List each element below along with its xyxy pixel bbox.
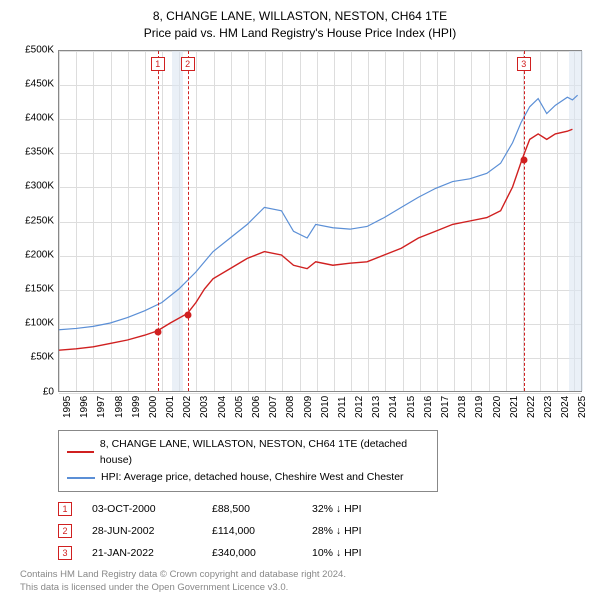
event-marker-line bbox=[524, 51, 525, 391]
x-tick-label: 2024 bbox=[560, 395, 562, 417]
event-marker-badge: 2 bbox=[181, 57, 195, 71]
event-badge: 1 bbox=[58, 502, 72, 516]
event-date: 03-OCT-2000 bbox=[92, 503, 192, 515]
event-marker-badge: 3 bbox=[517, 57, 531, 71]
chart-title: 8, CHANGE LANE, WILLASTON, NESTON, CH64 … bbox=[10, 8, 590, 42]
x-tick-label: 2018 bbox=[457, 395, 459, 417]
event-badge: 3 bbox=[58, 546, 72, 560]
y-tick-label: £0 bbox=[43, 386, 54, 397]
series-price_paid bbox=[59, 129, 572, 350]
event-marker-dot bbox=[520, 157, 527, 164]
x-tick-label: 2022 bbox=[526, 395, 528, 417]
event-delta: 10% ↓ HPI bbox=[312, 547, 362, 559]
x-tick-label: 1997 bbox=[96, 395, 98, 417]
event-row: 3 21-JAN-2022 £340,000 10% ↓ HPI bbox=[58, 546, 590, 560]
legend-swatch bbox=[67, 451, 94, 453]
attribution-line-1: Contains HM Land Registry data © Crown c… bbox=[20, 568, 590, 581]
x-axis-labels: 1995 1996 1997 1998 1999 2000 2001 2002 2003 2004… bbox=[58, 392, 582, 420]
x-tick-label: 2019 bbox=[474, 395, 476, 417]
x-tick-label: 1999 bbox=[131, 395, 133, 417]
series-hpi bbox=[59, 95, 578, 330]
legend-item: 8, CHANGE LANE, WILLASTON, NESTON, CH64 … bbox=[67, 436, 429, 470]
x-tick-label: 2016 bbox=[423, 395, 425, 417]
event-marker-dot bbox=[154, 329, 161, 336]
x-tick-label: 2013 bbox=[371, 395, 373, 417]
y-tick-label: £50K bbox=[31, 352, 54, 363]
y-tick-label: £500K bbox=[25, 44, 54, 55]
event-date: 28-JUN-2002 bbox=[92, 525, 192, 537]
event-marker-dot bbox=[184, 311, 191, 318]
x-tick-label: 2025 bbox=[577, 395, 579, 417]
x-tick-label: 2001 bbox=[165, 395, 167, 417]
x-tick-label: 2004 bbox=[217, 395, 219, 417]
title-line-1: 8, CHANGE LANE, WILLASTON, NESTON, CH64 … bbox=[10, 8, 590, 25]
x-tick-label: 1995 bbox=[62, 395, 64, 417]
x-tick-label: 1998 bbox=[114, 395, 116, 417]
x-tick-label: 2017 bbox=[440, 395, 442, 417]
events-list: 1 03-OCT-2000 £88,500 32% ↓ HPI 2 28-JUN-2002… bbox=[58, 502, 590, 560]
event-marker-line bbox=[188, 51, 189, 391]
x-tick-label: 2020 bbox=[492, 395, 494, 417]
x-tick-label: 2000 bbox=[148, 395, 150, 417]
x-tick-label: 2003 bbox=[199, 395, 201, 417]
attribution-line-2: This data is licensed under the Open Gov… bbox=[20, 581, 590, 594]
legend-swatch bbox=[67, 477, 95, 479]
chart-container: 8, CHANGE LANE, WILLASTON, NESTON, CH64 … bbox=[0, 0, 600, 590]
y-tick-label: £250K bbox=[25, 215, 54, 226]
x-tick-label: 2010 bbox=[320, 395, 322, 417]
y-tick-label: £450K bbox=[25, 78, 54, 89]
event-delta: 28% ↓ HPI bbox=[312, 525, 362, 537]
x-tick-label: 2007 bbox=[268, 395, 270, 417]
plot-region: 1 2 3 bbox=[58, 50, 582, 392]
x-tick-label: 2014 bbox=[388, 395, 390, 417]
x-tick-label: 1996 bbox=[79, 395, 81, 417]
x-tick-label: 2008 bbox=[285, 395, 287, 417]
x-tick-label: 2009 bbox=[303, 395, 305, 417]
line-series-svg bbox=[59, 51, 581, 391]
y-tick-label: £200K bbox=[25, 249, 54, 260]
event-delta: 32% ↓ HPI bbox=[312, 503, 362, 515]
y-tick-label: £400K bbox=[25, 112, 54, 123]
x-tick-label: 2005 bbox=[234, 395, 236, 417]
event-marker-line bbox=[158, 51, 159, 391]
event-price: £114,000 bbox=[212, 525, 292, 537]
y-tick-label: £100K bbox=[25, 318, 54, 329]
legend-label: HPI: Average price, detached house, Ches… bbox=[101, 469, 404, 486]
x-tick-label: 2002 bbox=[182, 395, 184, 417]
event-marker-badge: 1 bbox=[151, 57, 165, 71]
y-tick-label: £350K bbox=[25, 147, 54, 158]
x-tick-label: 2006 bbox=[251, 395, 253, 417]
x-tick-label: 2011 bbox=[337, 396, 339, 418]
y-tick-label: £300K bbox=[25, 181, 54, 192]
x-tick-label: 2021 bbox=[509, 395, 511, 417]
event-badge: 2 bbox=[58, 524, 72, 538]
legend-item: HPI: Average price, detached house, Ches… bbox=[67, 469, 429, 486]
x-tick-label: 2015 bbox=[406, 395, 408, 417]
x-tick-label: 2012 bbox=[354, 395, 356, 417]
event-date: 21-JAN-2022 bbox=[92, 547, 192, 559]
legend-label: 8, CHANGE LANE, WILLASTON, NESTON, CH64 … bbox=[100, 436, 429, 470]
event-price: £88,500 bbox=[212, 503, 292, 515]
x-tick-label: 2023 bbox=[543, 395, 545, 417]
title-line-2: Price paid vs. HM Land Registry's House … bbox=[10, 25, 590, 42]
chart-area: £0 £50K £100K £150K £200K £250K £300K £350K £400… bbox=[10, 50, 590, 420]
legend-box: 8, CHANGE LANE, WILLASTON, NESTON, CH64 … bbox=[58, 430, 438, 492]
event-price: £340,000 bbox=[212, 547, 292, 559]
y-axis-labels: £0£50K£100K£150K£200K£250K£300K£350K£400… bbox=[10, 50, 56, 392]
attribution-text: Contains HM Land Registry data © Crown c… bbox=[20, 568, 590, 595]
event-row: 2 28-JUN-2002 £114,000 28% ↓ HPI bbox=[58, 524, 590, 538]
event-row: 1 03-OCT-2000 £88,500 32% ↓ HPI bbox=[58, 502, 590, 516]
y-tick-label: £150K bbox=[25, 283, 54, 294]
